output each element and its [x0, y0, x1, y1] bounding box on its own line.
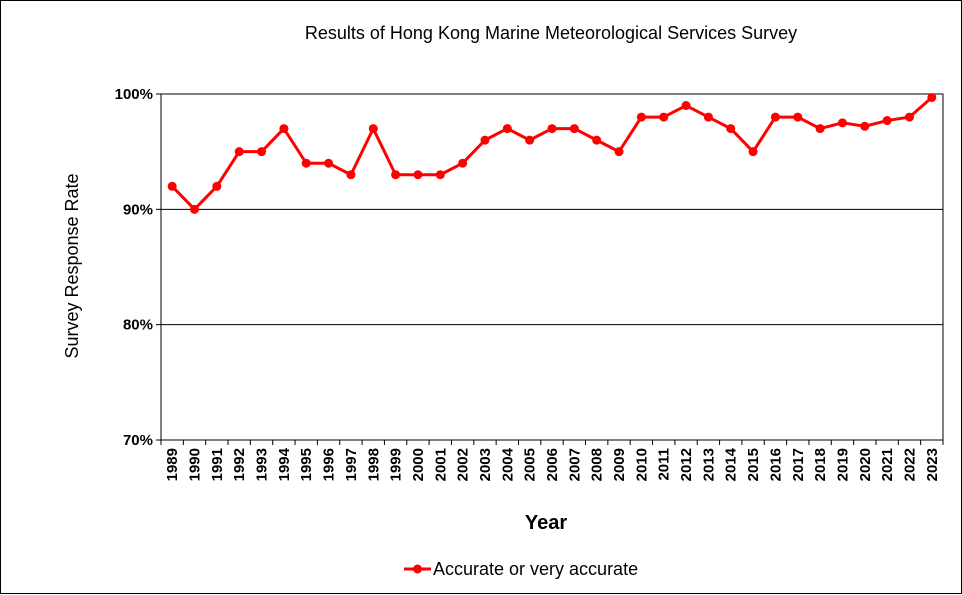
x-tick-label: 2001 — [432, 448, 449, 481]
data-point — [681, 101, 691, 111]
data-point — [815, 124, 825, 134]
data-point — [502, 124, 512, 134]
x-tick-label: 2023 — [924, 448, 941, 481]
data-point — [458, 158, 468, 168]
x-tick-label: 1990 — [187, 448, 204, 481]
plot-border — [160, 93, 944, 441]
x-tick-label: 2020 — [857, 448, 874, 481]
x-tick-label: 2019 — [834, 448, 851, 481]
data-point — [324, 158, 334, 168]
x-tick-label: 1996 — [321, 448, 338, 481]
series-line — [171, 96, 933, 211]
data-point — [301, 158, 311, 168]
data-point — [592, 135, 602, 145]
x-tick-label: 2017 — [790, 448, 807, 481]
x-tick-label: 1989 — [164, 448, 181, 481]
data-point — [569, 124, 579, 134]
y-tick-label: 80% — [123, 317, 153, 334]
x-tick-label: 2022 — [901, 448, 918, 481]
x-tick-label: 1991 — [209, 448, 226, 481]
data-point — [636, 112, 646, 122]
data-point — [279, 124, 289, 134]
x-tick-label: 2000 — [410, 448, 427, 481]
data-point — [748, 147, 758, 157]
plot-area: 70% 80% 90% 100% 1989 1990 1991 1992 1993 1994 199… — [115, 86, 944, 481]
data-point — [167, 181, 177, 191]
x-tick-label: 2005 — [522, 448, 539, 481]
x-tick-label: 2008 — [589, 448, 606, 481]
data-point — [793, 112, 803, 122]
data-point — [480, 135, 490, 145]
data-point — [212, 181, 222, 191]
data-point — [547, 124, 557, 134]
data-point — [837, 118, 847, 128]
x-tick-label: 2018 — [812, 448, 829, 481]
data-point — [904, 112, 914, 122]
data-point — [525, 135, 535, 145]
data-point — [413, 170, 423, 180]
x-tick-label: 1995 — [298, 448, 315, 481]
data-point — [391, 170, 401, 180]
data-point — [659, 112, 669, 122]
x-tick-label: 1992 — [231, 448, 248, 481]
data-point — [368, 124, 378, 134]
x-tick-label: 2013 — [700, 448, 717, 481]
x-tick-label: 2014 — [723, 447, 740, 481]
data-point — [346, 170, 356, 180]
x-tick-label: 1997 — [343, 448, 360, 481]
x-tick-label: 1994 — [276, 447, 293, 481]
data-point — [703, 112, 713, 122]
y-axis-label: Survey Response Rate — [62, 173, 82, 358]
x-tick-label: 2007 — [566, 448, 583, 481]
x-tick-label: 2002 — [455, 448, 472, 481]
legend-marker — [413, 564, 422, 574]
x-tick-label: 2011 — [656, 448, 673, 481]
x-tick-label: 2021 — [879, 448, 896, 481]
x-tick-label: 2012 — [678, 448, 695, 481]
data-point — [860, 121, 870, 131]
x-tick-label: 1998 — [365, 448, 382, 481]
data-point — [726, 124, 736, 134]
data-point — [435, 170, 445, 180]
x-tick-label: 2009 — [611, 448, 628, 481]
x-tick-label: 2006 — [544, 448, 561, 481]
data-point — [770, 112, 780, 122]
chart-title: Results of Hong Kong Marine Meteorologic… — [305, 23, 797, 43]
data-point — [882, 116, 892, 126]
y-tick-label: 90% — [123, 201, 153, 218]
x-tick-label: 2004 — [499, 447, 516, 481]
x-tick-label: 2015 — [745, 448, 762, 481]
y-tick-label: 70% — [123, 432, 153, 449]
y-tick-label: 100% — [115, 86, 153, 103]
x-tick-label: 2003 — [477, 448, 494, 481]
legend: Accurate or very accurate — [404, 559, 638, 579]
x-tick-label: 1993 — [254, 448, 271, 481]
data-point — [927, 92, 937, 102]
x-tick-label: 2010 — [633, 448, 650, 481]
data-point — [257, 147, 267, 157]
legend-label: Accurate or very accurate — [433, 559, 638, 579]
data-point — [614, 147, 624, 157]
x-tick-label: 2016 — [767, 448, 784, 481]
x-tick-label: 1999 — [388, 448, 405, 481]
data-point — [190, 204, 200, 214]
x-axis-label: Year — [525, 512, 567, 534]
data-point — [234, 147, 244, 157]
